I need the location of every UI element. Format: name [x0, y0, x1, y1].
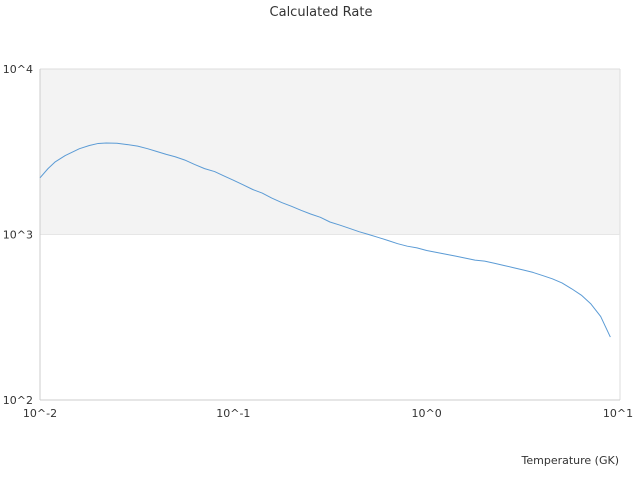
- chart-title: Calculated Rate: [270, 5, 373, 20]
- shaded-band: [40, 69, 620, 235]
- x-axis-label: Temperature (GK): [521, 454, 620, 467]
- y-tick-label: 10^2: [3, 394, 33, 407]
- y-tick-label: 10^4: [3, 63, 33, 76]
- x-tick-label: 10^-1: [216, 407, 250, 420]
- x-tick-label: 10^-2: [23, 407, 57, 420]
- plot-area: 10^2 10^3 10^4 10^-2 10^-1 10^0 10^1: [3, 63, 633, 420]
- x-tick-label: 10^1: [603, 407, 633, 420]
- series-line: [39, 142, 611, 338]
- y-tick-label: 10^3: [3, 229, 33, 242]
- x-tick-label: 10^0: [412, 407, 442, 420]
